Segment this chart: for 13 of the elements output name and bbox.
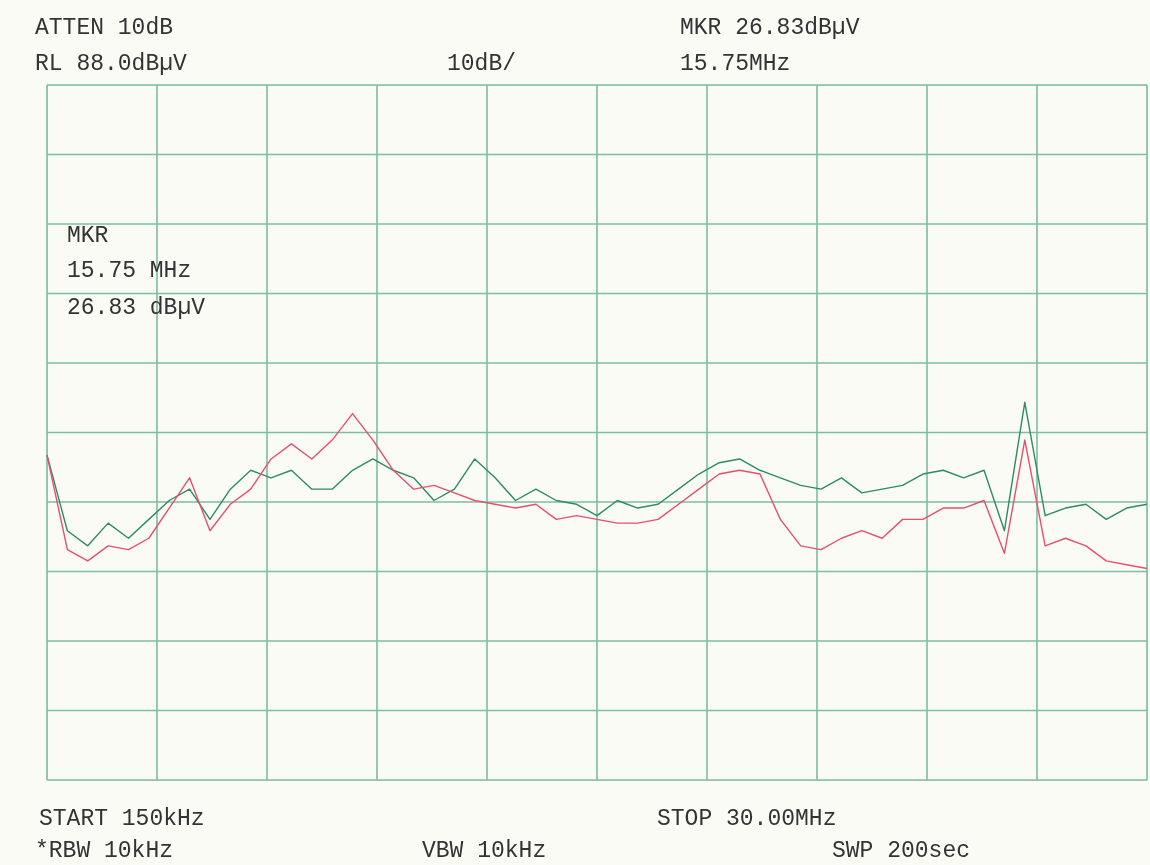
text: SWP 200sec xyxy=(832,838,971,864)
text: 10dB/ xyxy=(447,51,517,77)
text: VBW 10kHz xyxy=(422,838,547,864)
text: STOP 30.00MHz xyxy=(657,806,837,832)
text: 15.75MHz xyxy=(680,51,791,77)
text: MKR xyxy=(67,223,109,249)
text: RL 88.0dBµV xyxy=(35,51,188,77)
text: 26.83 dBµV xyxy=(67,295,206,321)
text: MKR 26.83dBµV xyxy=(680,15,860,41)
text: 15.75 MHz xyxy=(67,258,192,284)
text: ATTEN 10dB xyxy=(35,15,174,41)
text: *RBW 10kHz xyxy=(35,838,174,864)
text: START 150kHz xyxy=(39,806,205,832)
